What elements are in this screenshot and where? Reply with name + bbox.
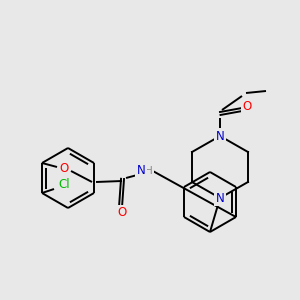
- Text: O: O: [242, 100, 252, 112]
- Text: N: N: [216, 130, 224, 142]
- Text: O: O: [59, 163, 69, 176]
- Text: N: N: [136, 164, 146, 178]
- Text: Cl: Cl: [58, 178, 70, 191]
- Text: H: H: [145, 166, 153, 176]
- Text: N: N: [216, 191, 224, 205]
- Text: O: O: [117, 206, 127, 220]
